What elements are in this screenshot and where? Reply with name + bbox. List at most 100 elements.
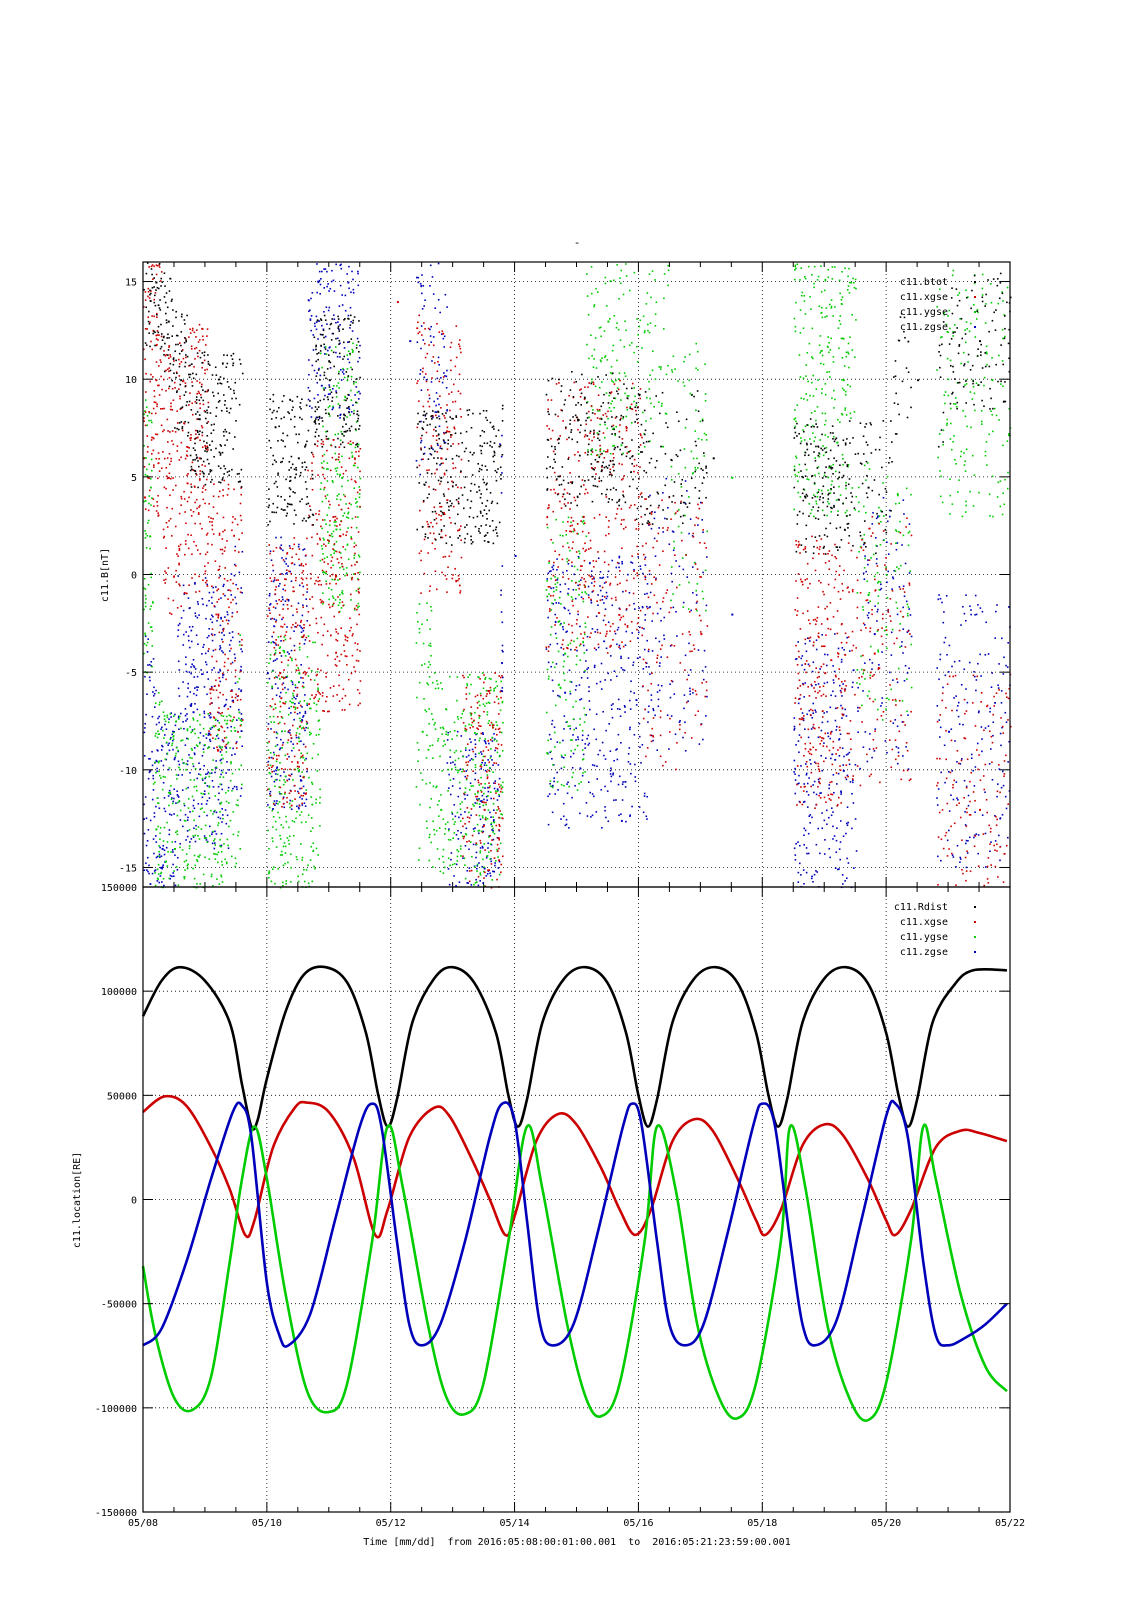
scatter-point — [219, 575, 222, 577]
scatter-point — [905, 487, 908, 490]
scatter-point — [339, 474, 341, 477]
scatter-point — [158, 266, 161, 268]
scatter-point — [649, 673, 651, 675]
scatter-point — [358, 556, 361, 558]
scatter-point — [195, 433, 197, 435]
scatter-point — [656, 749, 658, 752]
scatter-point — [659, 607, 662, 610]
scatter-point — [612, 445, 614, 447]
scatter-point — [602, 576, 605, 579]
scatter-point — [610, 767, 612, 770]
scatter-point — [599, 749, 601, 752]
scatter-point — [292, 614, 294, 617]
scatter-point — [208, 503, 211, 505]
scatter-point — [174, 713, 176, 716]
scatter-point — [144, 605, 147, 608]
scatter-point — [604, 436, 606, 439]
scatter-point — [820, 306, 823, 309]
scatter-point — [580, 596, 583, 599]
scatter-point — [324, 394, 326, 397]
scatter-point — [704, 393, 707, 395]
scatter-point — [642, 572, 644, 575]
scatter-point — [288, 802, 291, 805]
scatter-point — [957, 715, 960, 718]
scatter-point — [839, 733, 842, 736]
scatter-point — [342, 568, 345, 571]
scatter-point — [834, 306, 836, 308]
scatter-point — [630, 772, 632, 775]
scatter-point — [183, 802, 185, 805]
scatter-point — [443, 372, 445, 374]
scatter-point — [479, 800, 482, 802]
scatter-point — [453, 875, 455, 877]
scatter-point — [189, 725, 191, 728]
scatter-point — [977, 834, 980, 836]
scatter-point — [593, 577, 595, 580]
scatter-point — [317, 687, 319, 690]
scatter-point — [603, 754, 605, 757]
scatter-point — [212, 586, 214, 589]
scatter-point — [594, 631, 597, 633]
scatter-point — [184, 540, 187, 542]
scatter-point — [196, 689, 199, 691]
scatter-point — [627, 395, 630, 397]
scatter-point — [646, 795, 648, 798]
scatter-point — [147, 519, 150, 522]
scatter-point — [825, 757, 827, 759]
scatter-point — [145, 372, 147, 375]
scatter-point — [205, 663, 208, 666]
scatter-point — [442, 818, 445, 820]
scatter-point — [979, 653, 981, 656]
scatter-point — [343, 347, 346, 349]
scatter-point — [432, 293, 435, 295]
scatter-point — [163, 826, 166, 829]
scatter-point — [279, 582, 281, 585]
scatter-point — [442, 872, 445, 874]
scatter-point — [315, 321, 318, 323]
scatter-point — [356, 444, 359, 446]
scatter-point — [491, 723, 494, 726]
scatter-point — [168, 813, 171, 816]
scatter-point — [852, 802, 855, 804]
scatter-point — [571, 598, 574, 601]
scatter-point — [169, 738, 172, 741]
scatter-point — [687, 700, 689, 703]
scatter-point — [155, 835, 157, 837]
scatter-point — [152, 278, 154, 280]
scatter-point — [593, 728, 595, 731]
scatter-point — [852, 867, 855, 869]
scatter-point — [464, 749, 467, 751]
scatter-point — [579, 659, 582, 661]
scatter-point — [332, 597, 335, 599]
scatter-point — [163, 350, 165, 352]
scatter-point — [1001, 637, 1003, 640]
scatter-point — [329, 534, 332, 537]
scatter-point — [820, 754, 822, 757]
scatter-point — [973, 836, 975, 839]
scatter-point — [445, 730, 448, 733]
scatter-point — [962, 409, 964, 412]
scatter-point — [143, 652, 145, 655]
scatter-point — [155, 273, 158, 276]
scatter-point — [618, 775, 621, 778]
scatter-point — [343, 493, 345, 496]
scatter-point — [477, 830, 480, 832]
scatter-point — [797, 641, 799, 643]
scatter-point — [587, 667, 590, 669]
scatter-point — [562, 521, 564, 523]
scatter-point — [579, 625, 581, 628]
scatter-point — [492, 829, 494, 832]
scatter-point — [629, 708, 632, 710]
scatter-point — [288, 755, 290, 758]
scatter-point — [590, 601, 593, 604]
scatter-point — [695, 469, 697, 471]
scatter-point — [183, 876, 186, 878]
scatter-point — [811, 273, 813, 276]
scatter-point — [977, 311, 979, 314]
scatter-point — [191, 381, 193, 383]
scatter-point — [289, 570, 292, 573]
scatter-point — [569, 549, 571, 552]
scatter-point — [439, 755, 441, 758]
scatter-point — [234, 865, 237, 868]
scatter-point — [271, 826, 274, 828]
